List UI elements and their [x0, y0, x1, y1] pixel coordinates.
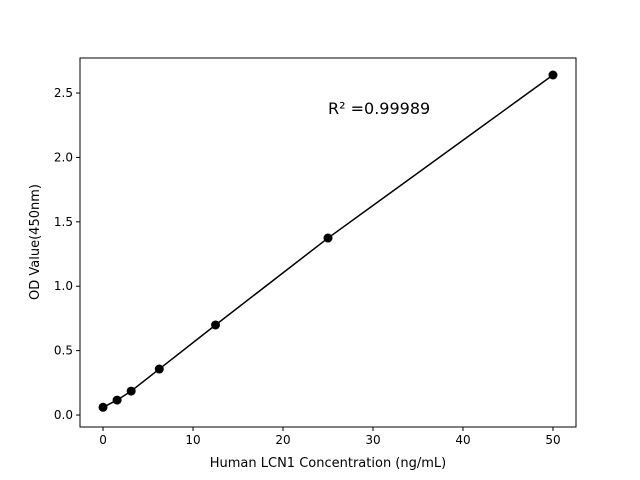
annotation: R² =0.99989	[328, 99, 430, 118]
data-point	[323, 233, 333, 243]
y-tick-label: 1.5	[54, 215, 73, 229]
plot-area	[79, 57, 577, 428]
y-tick-label: 0.0	[54, 408, 73, 422]
x-axis-label: Human LCN1 Concentration (ng/mL)	[210, 456, 446, 471]
x-tick-label: 50	[545, 433, 560, 447]
data-point	[112, 395, 122, 405]
data-point	[126, 386, 136, 396]
data-point	[211, 320, 221, 330]
x-tick-label: 0	[99, 433, 107, 447]
data-point	[98, 402, 108, 412]
x-tick-label: 20	[275, 433, 290, 447]
y-tick-label: 1.0	[54, 279, 73, 293]
data-point	[548, 70, 558, 80]
x-tick-label: 30	[365, 433, 380, 447]
y-tick-label: 2.5	[54, 86, 73, 100]
data-point	[154, 364, 164, 374]
y-axis-label: OD Value(450nm)	[28, 184, 43, 300]
y-tick-label: 2.0	[54, 150, 73, 164]
x-tick-label: 10	[185, 433, 200, 447]
y-tick-label: 0.5	[54, 344, 73, 358]
x-tick-label: 40	[455, 433, 470, 447]
